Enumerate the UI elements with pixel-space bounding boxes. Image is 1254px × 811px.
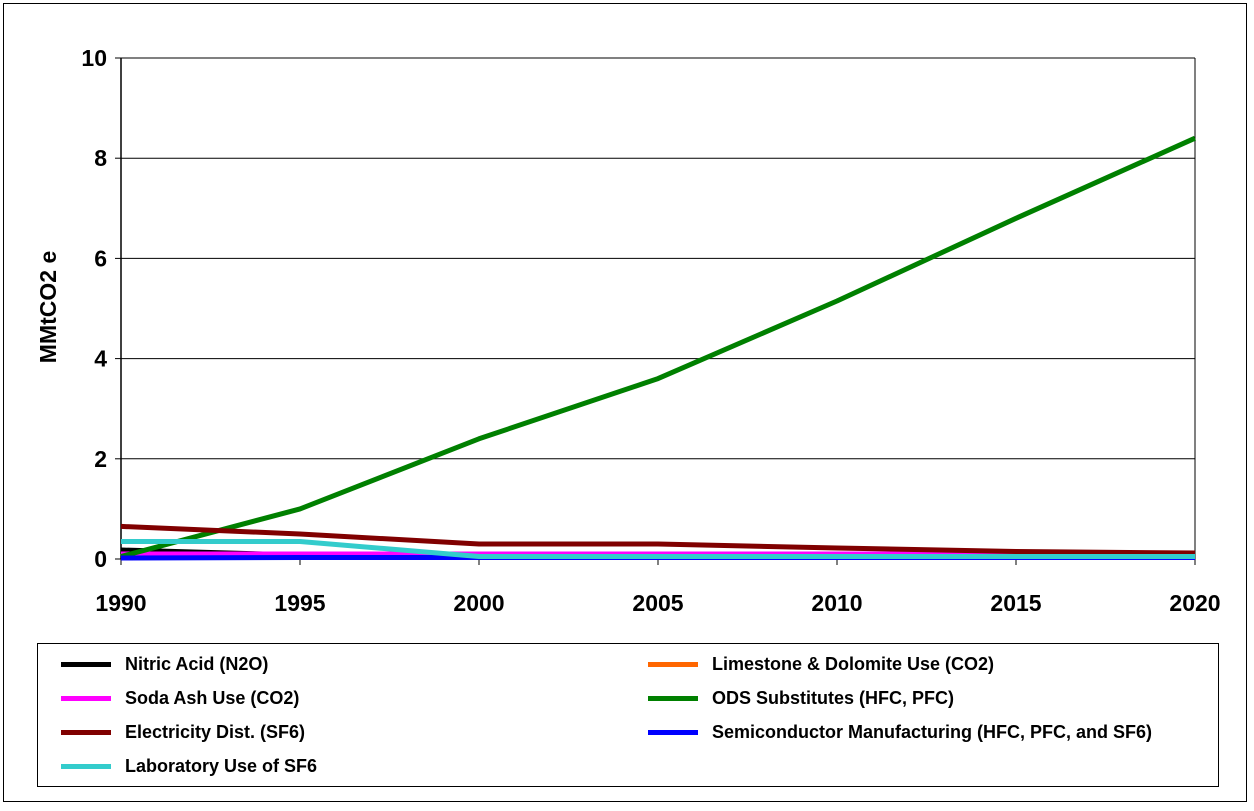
x-tick-label: 2000 — [453, 590, 504, 616]
legend-swatch — [648, 661, 698, 667]
tick-labels: 0 2 4 6 8 10 1990 1995 2000 2005 2010 2015 2020 — [81, 45, 1220, 616]
series-line-laboratory-use-of-sf6 — [121, 539, 1195, 559]
legend-swatch — [648, 729, 698, 735]
legend-swatch — [61, 763, 111, 769]
legend: Nitric Acid (N2O) Limestone & Dolomite Us… — [37, 643, 1219, 787]
legend-swatch — [61, 729, 111, 735]
y-tick-label: 6 — [94, 245, 107, 271]
legend-item: Electricity Dist. (SF6) — [61, 720, 305, 744]
axes — [115, 57, 1196, 565]
legend-item: Laboratory Use of SF6 — [61, 754, 317, 778]
y-tick-label: 2 — [94, 446, 107, 472]
legend-label: Limestone & Dolomite Use (CO2) — [712, 653, 995, 674]
y-tick-label: 0 — [94, 546, 107, 572]
y-tick-label: 8 — [94, 145, 107, 171]
legend-label: Soda Ash Use (CO2) — [125, 687, 300, 708]
legend-item: Semiconductor Manufacturing (HFC, PFC, a… — [648, 720, 1152, 744]
x-tick-label: 2005 — [632, 590, 683, 616]
legend-swatch — [61, 695, 111, 701]
series-line-electricity-dist-sf6 — [120, 523, 1196, 556]
legend-item: Soda Ash Use (CO2) — [61, 686, 299, 710]
legend-swatch — [61, 661, 111, 667]
x-tick-label: 1990 — [95, 590, 146, 616]
legend-label: Nitric Acid (N2O) — [125, 653, 269, 674]
legend-item: Nitric Acid (N2O) — [61, 652, 268, 676]
x-tick-label: 1995 — [274, 590, 325, 616]
y-tick-label: 4 — [94, 346, 107, 372]
y-axis-title: MMtCO2 e — [35, 251, 61, 363]
x-tick-label: 2015 — [990, 590, 1041, 616]
line-chart: 0 2 4 6 8 10 1990 1995 2000 2005 2010 2015 2020 MMtC… — [35, 45, 1221, 616]
gridlines — [121, 57, 1195, 460]
legend-label: Electricity Dist. (SF6) — [125, 721, 306, 742]
legend-label: ODS Substitutes (HFC, PFC) — [712, 687, 954, 708]
legend-swatch — [648, 695, 698, 701]
x-tick-label: 2020 — [1169, 590, 1220, 616]
series-lines — [120, 135, 1197, 561]
y-tick-label: 10 — [81, 45, 107, 71]
legend-label: Semiconductor Manufacturing (HFC, PFC, a… — [712, 721, 1153, 742]
x-tick-label: 2010 — [811, 590, 862, 616]
legend-label: Laboratory Use of SF6 — [125, 755, 318, 776]
legend-item: ODS Substitutes (HFC, PFC) — [648, 686, 954, 710]
legend-item: Limestone & Dolomite Use (CO2) — [648, 652, 994, 676]
series-line-ods-substitutes-hfc-pfc — [120, 135, 1197, 559]
